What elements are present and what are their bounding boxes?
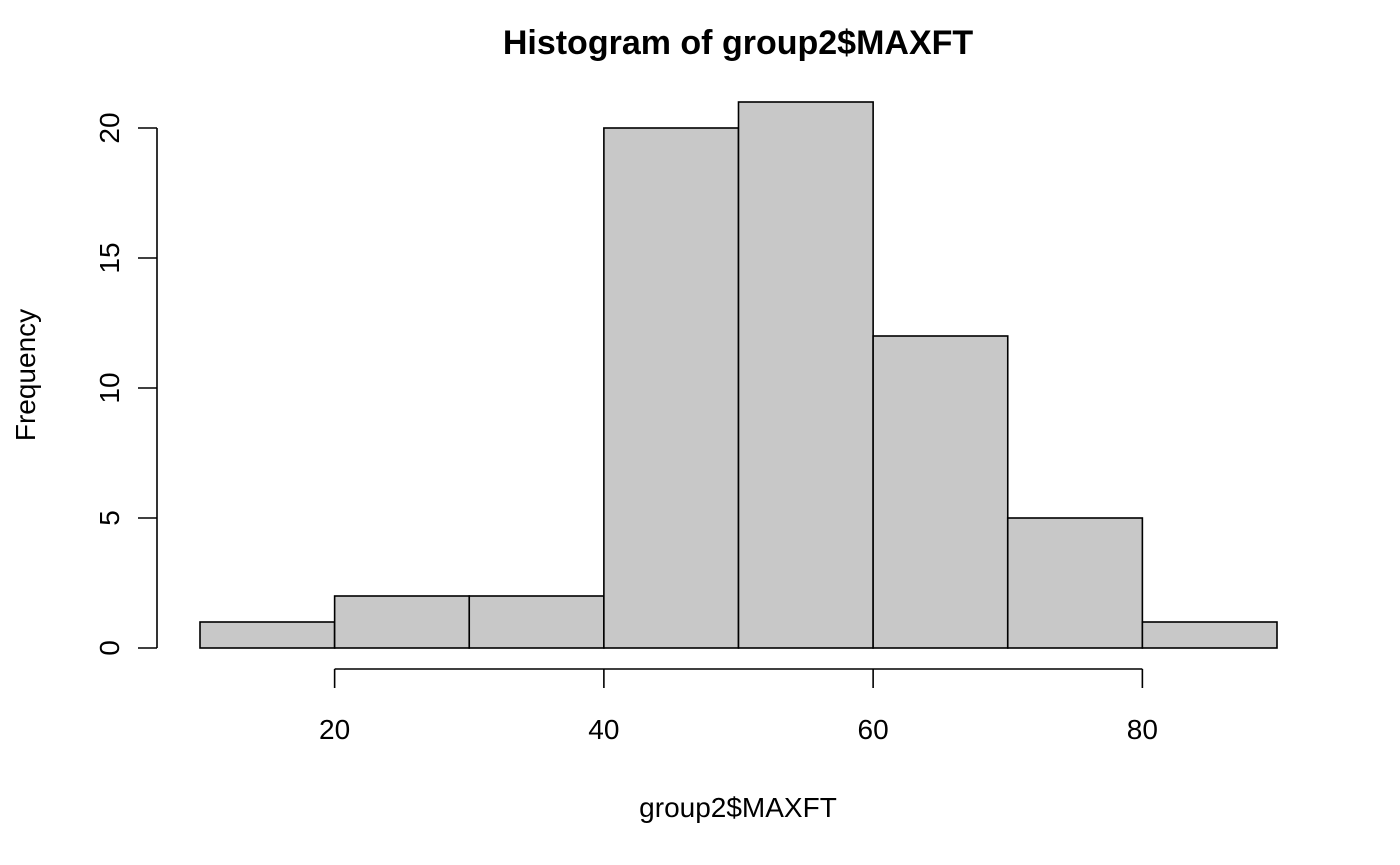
histogram-bar-10-20 xyxy=(199,621,336,649)
histogram-bar-40-50 xyxy=(603,127,740,649)
y-axis: 0 5 10 15 20 xyxy=(94,112,158,656)
x-tick-label: 40 xyxy=(588,714,619,745)
chart-title: Histogram of group2$MAXFT xyxy=(503,24,974,62)
x-axis: 20 40 60 80 xyxy=(319,668,1158,745)
histogram-bar-70-80 xyxy=(1006,517,1144,649)
histogram-bar-30-40 xyxy=(468,595,605,649)
histogram-bar-60-70 xyxy=(872,335,1009,649)
y-tick-label: 5 xyxy=(94,510,125,526)
y-tick-label: 0 xyxy=(94,640,125,656)
histogram-bar-50-60 xyxy=(737,101,874,649)
x-tick-label: 80 xyxy=(1127,714,1158,745)
histogram-bars xyxy=(199,101,1278,649)
histogram-bar-80-90 xyxy=(1141,621,1278,649)
x-tick-label: 60 xyxy=(858,714,889,745)
y-tick-label: 20 xyxy=(94,112,125,143)
y-tick-label: 15 xyxy=(94,242,125,273)
y-axis-title: Frequency xyxy=(10,309,41,441)
y-tick-label: 10 xyxy=(94,372,125,403)
histogram-bar-20-30 xyxy=(333,595,471,649)
x-axis-title: group2$MAXFT xyxy=(639,792,837,823)
x-tick-label: 20 xyxy=(319,714,350,745)
